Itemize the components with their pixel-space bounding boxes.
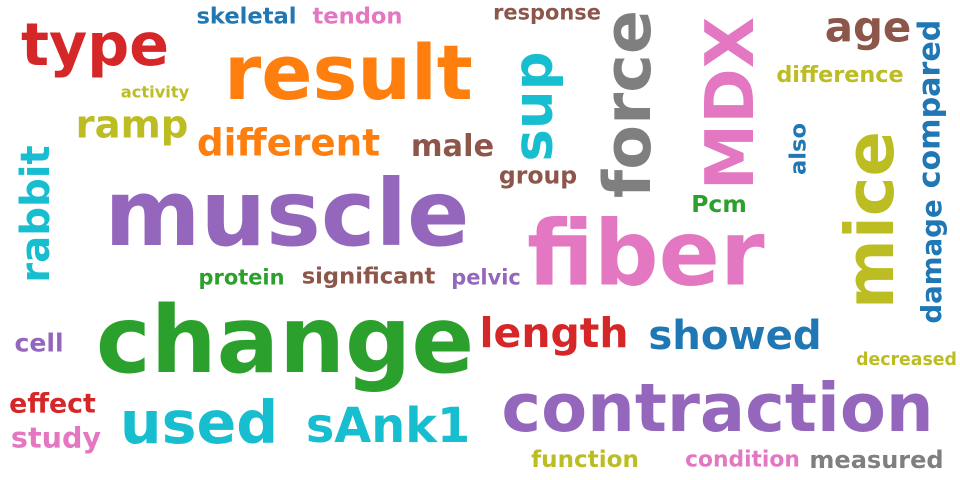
word-showed: showed <box>648 313 821 359</box>
word-fiber: fiber <box>527 202 765 307</box>
word-also: also <box>786 123 812 175</box>
word-mdx: MDX <box>691 17 769 190</box>
word-damage: damage <box>915 199 948 323</box>
word-muscle: muscle <box>104 159 469 267</box>
word-type: type <box>21 11 169 79</box>
word-tendon: tendon <box>312 4 402 30</box>
word-ramp: ramp <box>76 103 189 148</box>
word-sup: sup <box>501 51 565 161</box>
word-decreased: decreased <box>856 350 957 370</box>
word-significant: significant <box>302 264 436 290</box>
word-result: result <box>224 29 473 117</box>
word-difference: difference <box>776 62 903 88</box>
word-used: used <box>120 389 278 457</box>
word-cell: cell <box>14 329 63 358</box>
word-group: group <box>499 162 577 190</box>
word-age: age <box>825 2 912 51</box>
word-pelvic: pelvic <box>451 266 521 290</box>
word-function: function <box>531 447 639 473</box>
word-mice: mice <box>831 131 909 309</box>
word-male: male <box>411 129 494 164</box>
word-sank1: sAnk1 <box>306 399 470 454</box>
word-rabbit: rabbit <box>13 145 59 283</box>
word-protein: protein <box>199 266 285 290</box>
word-activity: activity <box>121 83 190 102</box>
word-effect: effect <box>9 389 96 420</box>
word-force: force <box>590 10 666 198</box>
word-measured: measured <box>809 446 943 474</box>
word-condition: condition <box>685 448 800 473</box>
word-contraction: contraction <box>501 369 933 447</box>
word-skeletal: skeletal <box>196 4 296 30</box>
word-compared: compared <box>913 20 948 189</box>
word-length: length <box>480 309 629 357</box>
word-study: study <box>11 421 102 455</box>
word-pcm: Pcm <box>691 190 747 218</box>
word-different: different <box>197 121 380 165</box>
word-change: change <box>96 286 474 394</box>
word-response: response <box>493 0 601 24</box>
